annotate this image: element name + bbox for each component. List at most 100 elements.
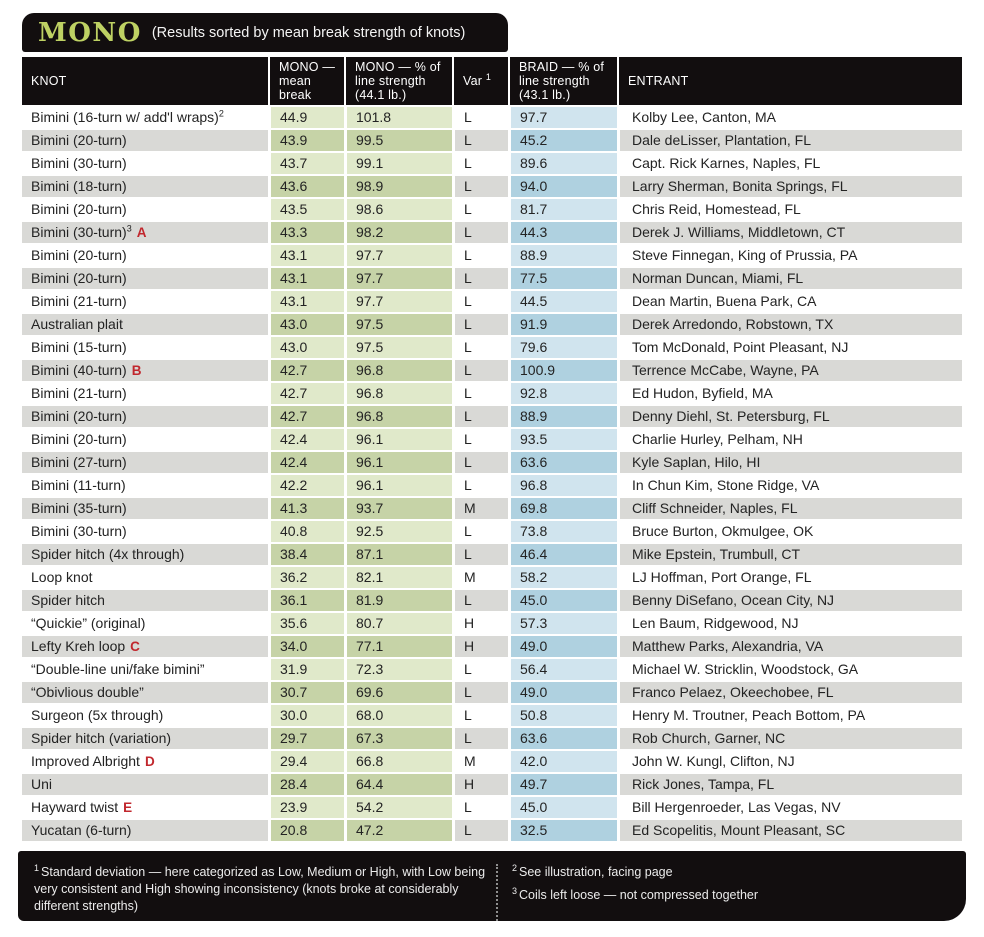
entrant-cell: Ed Scopelitis, Mount Pleasant, SC — [617, 820, 962, 843]
table-row: Bimini (20-turn) 42.7 96.8 L 88.9 Denny Diehl… — [22, 406, 962, 429]
braid-pct-cell: 50.8 — [508, 705, 617, 728]
mono-mean-cell: 43.0 — [268, 314, 344, 337]
table-row: Bimini (15-turn) 43.0 97.5 L 79.6 Tom McDonal… — [22, 337, 962, 360]
table-row: Bimini (20-turn) 43.5 98.6 L 81.7 Chris Reid,… — [22, 199, 962, 222]
braid-pct-cell: 63.6 — [508, 728, 617, 751]
mono-pct-cell: 82.1 — [344, 567, 452, 590]
entrant-cell: Len Baum, Ridgewood, NJ — [617, 613, 962, 636]
knot-cell: Bimini (15-turn) — [22, 337, 268, 360]
var-cell: M — [452, 567, 508, 590]
mono-mean-cell: 43.1 — [268, 268, 344, 291]
braid-pct-cell: 32.5 — [508, 820, 617, 843]
table-row: Spider hitch (4x through) 38.4 87.1 L 46.4 Mi… — [22, 544, 962, 567]
knot-cell: Bimini (20-turn) — [22, 245, 268, 268]
entrant-cell: Bruce Burton, Okmulgee, OK — [617, 521, 962, 544]
mono-pct-cell: 98.2 — [344, 222, 452, 245]
table-row: Bimini (21-turn) 43.1 97.7 L 44.5 Dean Martin… — [22, 291, 962, 314]
braid-pct-cell: 46.4 — [508, 544, 617, 567]
knot-cell: Bimini (30-turn) — [22, 153, 268, 176]
table-row: Bimini (27-turn) 42.4 96.1 L 63.6 Kyle Saplan… — [22, 452, 962, 475]
footnote-2: 2 See illustration, facing page — [512, 863, 758, 881]
mono-pct-cell: 81.9 — [344, 590, 452, 613]
knot-cell: Loop knot — [22, 567, 268, 590]
footnote-1: 1 Standard deviation — here categorized a… — [18, 862, 496, 921]
mono-pct-cell: 97.7 — [344, 291, 452, 314]
col-header-braid: BRAID — % of line strength (43.1 lb.) — [508, 57, 617, 107]
red-letter-badge: B — [131, 363, 142, 378]
braid-pct-cell: 56.4 — [508, 659, 617, 682]
mono-pct-cell: 96.1 — [344, 429, 452, 452]
var-cell: L — [452, 222, 508, 245]
red-letter-badge: C — [130, 639, 140, 654]
mono-mean-cell: 41.3 — [268, 498, 344, 521]
braid-pct-cell: 49.7 — [508, 774, 617, 797]
mono-mean-cell: 29.7 — [268, 728, 344, 751]
mono-mean-cell: 42.4 — [268, 429, 344, 452]
mono-pct-cell: 87.1 — [344, 544, 452, 567]
entrant-cell: Cliff Schneider, Naples, FL — [617, 498, 962, 521]
braid-pct-cell: 89.6 — [508, 153, 617, 176]
braid-pct-cell: 45.0 — [508, 797, 617, 820]
braid-pct-cell: 91.9 — [508, 314, 617, 337]
entrant-cell: Capt. Rick Karnes, Naples, FL — [617, 153, 962, 176]
knot-cell: Australian plait — [22, 314, 268, 337]
mono-mean-cell: 43.5 — [268, 199, 344, 222]
red-letter-badge: E — [123, 800, 133, 815]
entrant-cell: Rick Jones, Tampa, FL — [617, 774, 962, 797]
entrant-cell: In Chun Kim, Stone Ridge, VA — [617, 475, 962, 498]
braid-pct-cell: 44.3 — [508, 222, 617, 245]
footnote-3-text: Coils left loose — not compressed togeth… — [519, 888, 759, 902]
footnote-3-marker: 3 — [512, 885, 518, 896]
entrant-cell: Dale deLisser, Plantation, FL — [617, 130, 962, 153]
entrant-cell: Dean Martin, Buena Park, CA — [617, 291, 962, 314]
knot-cell: Bimini (20-turn) — [22, 406, 268, 429]
mono-pct-cell: 97.7 — [344, 245, 452, 268]
footnote-3: 3 Coils left loose — not compressed toget… — [512, 885, 759, 904]
mono-pct-cell: 96.1 — [344, 452, 452, 475]
knot-cell: Bimini (20-turn) — [22, 429, 268, 452]
var-cell: L — [452, 659, 508, 682]
col-header-entrant: ENTRANT — [617, 57, 962, 107]
mono-pct-cell: 92.5 — [344, 521, 452, 544]
mono-pct-cell: 72.3 — [344, 659, 452, 682]
entrant-cell: Larry Sherman, Bonita Springs, FL — [617, 176, 962, 199]
braid-pct-cell: 79.6 — [508, 337, 617, 360]
table-row: Bimini (20-turn) 43.1 97.7 L 77.5 Norman Dunc… — [22, 268, 962, 291]
table-row: Lefty Kreh loop C 34.0 77.1 H 49.0 Matthew Par… — [22, 636, 962, 659]
var-cell: L — [452, 820, 508, 843]
mono-mean-cell: 43.6 — [268, 176, 344, 199]
mono-mean-cell: 42.2 — [268, 475, 344, 498]
mono-mean-cell: 42.7 — [268, 406, 344, 429]
table-row: Bimini (30-turn)3 A 43.3 98.2 L 44.3 Derek J. … — [22, 222, 962, 245]
header-row: KNOT MONO — mean break MONO — % of line st… — [22, 57, 962, 107]
entrant-cell: Franco Pelaez, Okeechobee, FL — [617, 682, 962, 705]
footnote-1-marker: 1 — [34, 862, 40, 873]
mono-mean-cell: 31.9 — [268, 659, 344, 682]
knot-cell: Spider hitch — [22, 590, 268, 613]
mono-mean-cell: 29.4 — [268, 751, 344, 774]
mono-mean-cell: 44.9 — [268, 107, 344, 130]
mono-pct-cell: 96.8 — [344, 406, 452, 429]
knot-cell: Bimini (30-turn)3 A — [22, 222, 268, 245]
col-header-pct: MONO — % of line strength (44.1 lb.) — [344, 57, 452, 107]
knot-cell: Hayward twist E — [22, 797, 268, 820]
braid-pct-cell: 81.7 — [508, 199, 617, 222]
var-cell: L — [452, 130, 508, 153]
mono-pct-cell: 98.9 — [344, 176, 452, 199]
mono-mean-cell: 43.3 — [268, 222, 344, 245]
var-cell: L — [452, 314, 508, 337]
mono-mean-cell: 36.2 — [268, 567, 344, 590]
footnotes-right: 2 See illustration, facing page 3 Coils le… — [496, 863, 759, 921]
table-row: Surgeon (5x through) 30.0 68.0 L 50.8 Henry M… — [22, 705, 962, 728]
knot-results-table: KNOT MONO — mean break MONO — % of line st… — [22, 57, 962, 843]
braid-pct-cell: 100.9 — [508, 360, 617, 383]
mono-mean-cell: 28.4 — [268, 774, 344, 797]
var-cell: L — [452, 153, 508, 176]
mono-pct-cell: 97.7 — [344, 268, 452, 291]
entrant-cell: Matthew Parks, Alexandria, VA — [617, 636, 962, 659]
var-cell: L — [452, 176, 508, 199]
entrant-cell: LJ Hoffman, Port Orange, FL — [617, 567, 962, 590]
mono-pct-cell: 54.2 — [344, 797, 452, 820]
knot-cell: Lefty Kreh loop C — [22, 636, 268, 659]
table-row: “Quickie” (original) 35.6 80.7 H 57.3 Len Bau… — [22, 613, 962, 636]
